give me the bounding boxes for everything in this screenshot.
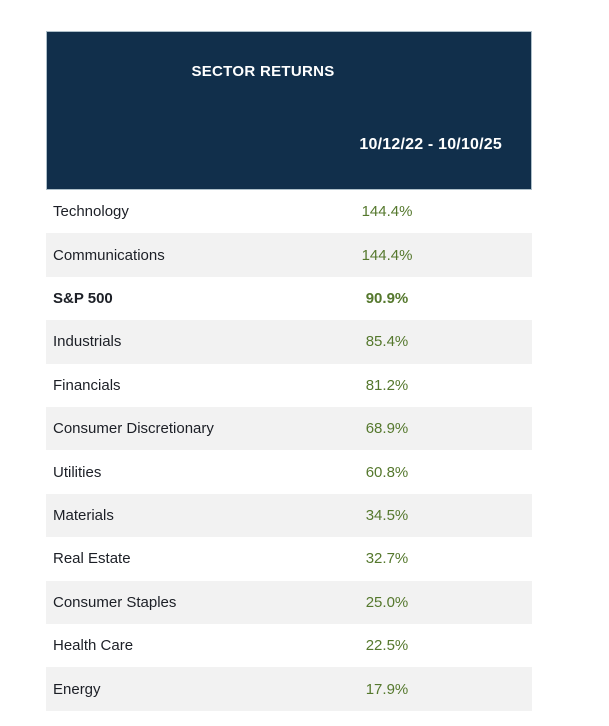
sector-name-cell: Health Care	[53, 637, 134, 655]
table-row: Consumer Discretionary 68.9%	[46, 407, 532, 451]
sector-name-cell: S&P 500	[53, 290, 113, 308]
return-value-cell: 144.4%	[361, 203, 413, 221]
return-value-cell: 25.0%	[365, 593, 409, 611]
table-row: Health Care 22.5%	[46, 624, 532, 668]
return-value-cell: 22.5%	[365, 637, 409, 655]
return-value-cell: 60.8%	[365, 463, 409, 481]
table-header: SECTOR RETURNS 10/12/22 - 10/10/25	[46, 31, 532, 190]
table-row: Technology 144.4%	[46, 190, 532, 234]
table-row: Energy 17.9%	[46, 667, 532, 711]
sector-returns-table: SECTOR RETURNS 10/12/22 - 10/10/25 Techn…	[46, 31, 532, 711]
sector-name-cell: Consumer Discretionary	[53, 420, 214, 438]
sector-name-cell: Energy	[53, 680, 101, 698]
table-title: SECTOR RETURNS	[191, 63, 335, 80]
return-value-cell: 90.9%	[365, 290, 409, 308]
sector-name-cell: Industrials	[53, 333, 122, 351]
return-value-cell: 144.4%	[361, 246, 413, 264]
period-label: 10/12/22 - 10/10/25	[359, 136, 502, 153]
return-value-cell: 34.5%	[365, 507, 409, 525]
table-row: Utilities 60.8%	[46, 450, 532, 494]
table-row: Financials 81.2%	[46, 363, 532, 408]
table-row: Consumer Staples 25.0%	[46, 580, 532, 625]
sector-name-cell: Real Estate	[53, 550, 131, 568]
return-value-cell: 68.9%	[365, 420, 409, 438]
return-value-cell: 81.2%	[365, 376, 409, 394]
table-row: Real Estate 32.7%	[46, 537, 532, 581]
return-value-cell: 85.4%	[365, 333, 409, 351]
table-row: Industrials 85.4%	[46, 320, 532, 364]
sector-name-cell: Consumer Staples	[53, 593, 177, 611]
sector-name-cell: Materials	[53, 507, 114, 525]
sector-name-cell: Utilities	[53, 463, 102, 481]
return-value-cell: 17.9%	[365, 680, 409, 698]
return-value-cell: 32.7%	[365, 550, 409, 568]
table-row: Materials 34.5%	[46, 493, 532, 538]
sector-name-cell: Financials	[53, 376, 121, 394]
table-body: Technology 144.4% Communications 144.4% …	[46, 190, 532, 711]
sector-name-cell: Technology	[53, 203, 129, 221]
table-row: Communications 144.4%	[46, 233, 532, 277]
table-row: S&P 500 90.9%	[46, 276, 532, 321]
sector-name-cell: Communications	[53, 246, 165, 264]
